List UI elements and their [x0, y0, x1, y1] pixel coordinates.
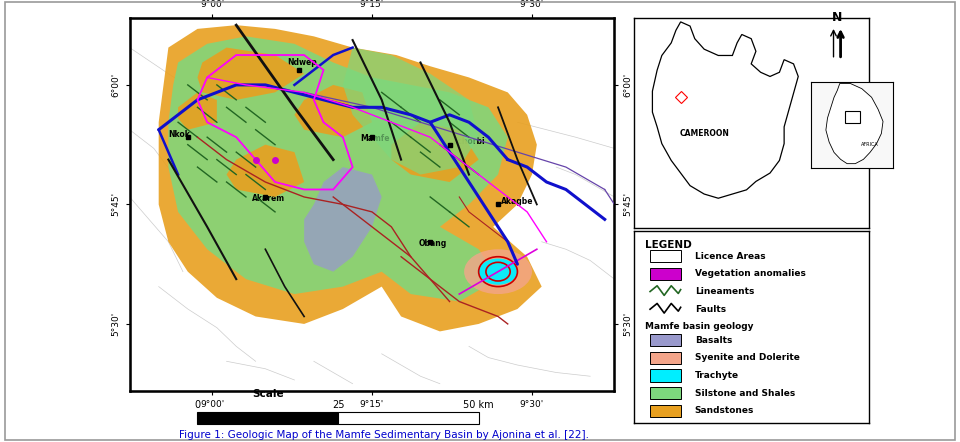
Bar — [650, 352, 681, 364]
Polygon shape — [653, 22, 799, 198]
Text: Sandstones: Sandstones — [695, 407, 755, 415]
Polygon shape — [178, 92, 217, 130]
Text: N: N — [832, 11, 842, 24]
Bar — [650, 370, 681, 382]
Text: 0: 0 — [195, 400, 201, 410]
Text: Ndwep: Ndwep — [287, 58, 317, 67]
Text: CAMEROON: CAMEROON — [680, 129, 729, 137]
Polygon shape — [198, 48, 304, 100]
Polygon shape — [227, 145, 304, 197]
Text: Licence Areas: Licence Areas — [695, 251, 765, 261]
Text: Echorbi: Echorbi — [452, 137, 485, 146]
Text: Basalts: Basalts — [695, 335, 732, 345]
Text: Silstone and Shales: Silstone and Shales — [695, 389, 795, 398]
Text: Trachyte: Trachyte — [695, 371, 739, 380]
Text: Faults: Faults — [695, 305, 726, 314]
Text: Mamfe basin geology: Mamfe basin geology — [645, 322, 754, 332]
Bar — [650, 267, 681, 280]
Bar — [650, 250, 681, 263]
Bar — [650, 405, 681, 417]
Bar — [650, 387, 681, 400]
Polygon shape — [304, 167, 382, 272]
Bar — [198, 412, 338, 423]
Text: Obang: Obang — [419, 239, 447, 248]
Bar — [846, 111, 860, 123]
Text: Lineaments: Lineaments — [695, 287, 755, 296]
Polygon shape — [168, 36, 508, 301]
Polygon shape — [392, 122, 479, 182]
Ellipse shape — [479, 259, 517, 285]
Text: LEGEND: LEGEND — [645, 240, 692, 250]
Polygon shape — [826, 84, 883, 164]
Polygon shape — [295, 85, 372, 137]
Text: Akarem: Akarem — [252, 194, 285, 203]
Polygon shape — [158, 25, 541, 332]
Text: 50 km: 50 km — [464, 400, 494, 410]
Text: Figure 1: Geologic Map of the Mamfe Sedimentary Basin by Ajonina et al. [22].: Figure 1: Geologic Map of the Mamfe Sedi… — [179, 430, 589, 440]
Polygon shape — [343, 48, 479, 175]
Text: 25: 25 — [332, 400, 345, 410]
Bar — [338, 412, 479, 423]
Text: AFRICA: AFRICA — [861, 142, 878, 148]
Text: Nkok: Nkok — [169, 130, 190, 139]
Ellipse shape — [464, 249, 532, 294]
Text: Akagbe: Akagbe — [501, 197, 534, 206]
Bar — [650, 334, 681, 347]
Text: Mamfe: Mamfe — [360, 134, 390, 143]
Text: Syenite and Dolerite: Syenite and Dolerite — [695, 353, 800, 362]
Text: Scale: Scale — [252, 389, 283, 399]
Text: Vegetation anomalies: Vegetation anomalies — [695, 269, 805, 278]
